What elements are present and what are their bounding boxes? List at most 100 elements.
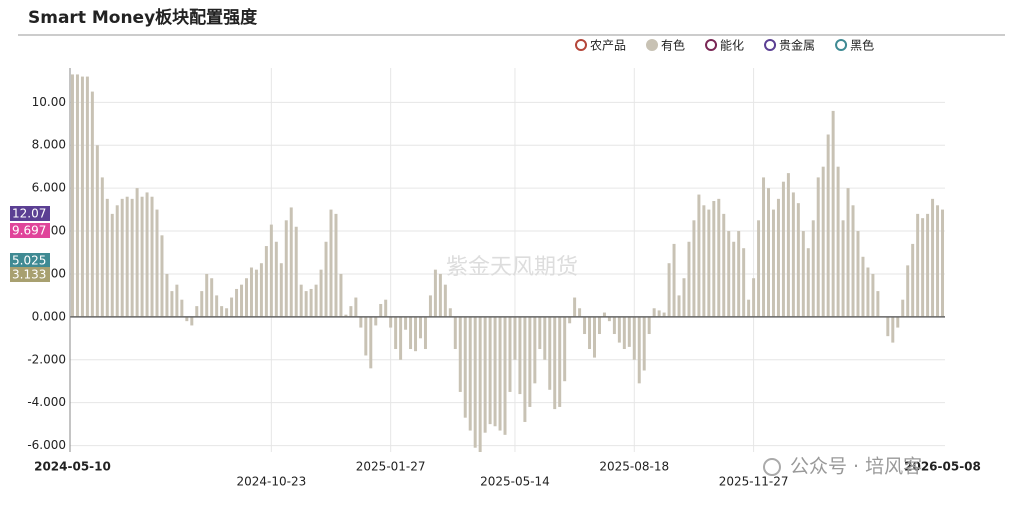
bar [259,263,263,317]
bar [647,316,651,335]
bar [314,284,318,317]
bar [115,205,119,317]
bar [75,74,79,317]
bar [438,273,442,317]
bar [538,316,542,350]
bar [264,246,268,317]
bar [811,220,815,317]
bar [637,316,641,384]
bar [533,316,537,384]
value-flag [10,253,50,268]
bar [757,220,761,317]
bar [309,288,313,317]
bar [568,316,572,324]
bar [483,316,487,433]
value-flag-label: 9.697 [12,224,46,238]
y-tick-label: 8.000 [32,138,66,152]
bar [404,316,408,330]
y-tick-label: -4.000 [27,395,66,409]
bar [200,291,204,317]
bar [249,267,253,317]
bar [667,263,671,317]
bar [553,316,557,410]
bar [901,299,905,317]
x-tick-label: 2024-10-23 [236,475,306,489]
bar [627,316,631,347]
bar [254,269,258,317]
bar [443,284,447,317]
value-flag [10,206,50,221]
bar [642,316,646,371]
y-tick-label: 0.000 [32,309,66,323]
bar [896,316,900,328]
value-flag-label: 3.133 [12,268,46,282]
legend-marker [575,39,587,51]
bar [339,273,343,317]
bar [657,310,661,317]
bar [747,299,751,317]
bar [389,316,393,328]
bar [776,198,780,317]
bar [508,316,512,392]
bar [518,316,522,395]
bar [245,278,248,317]
bar [230,297,234,317]
bar [697,194,701,317]
bar [414,316,418,352]
bar [931,198,935,317]
bar [215,295,219,317]
bar [419,316,422,339]
bar [717,198,721,317]
bar [851,205,855,317]
bar [70,74,74,317]
value-flag-label: 5.025 [12,254,46,268]
bar [274,241,278,317]
bar [324,241,328,317]
bar [876,291,880,317]
bar [597,316,601,335]
bar [936,205,940,317]
bar [493,316,497,427]
bar [737,231,741,317]
bar [806,248,810,317]
bar [856,231,860,317]
bar [344,314,348,317]
bar [110,213,114,317]
x-tick-label: 2024-05-10 [34,460,111,474]
legend-marker [705,39,718,51]
bar [379,303,383,317]
bar [448,308,452,317]
bar [622,316,626,350]
bar [170,291,174,317]
bar [911,243,915,317]
bar [672,243,676,317]
bar [165,273,169,317]
bar [145,192,149,317]
legend-marker [764,39,777,51]
bar [796,203,800,317]
bar [826,134,830,317]
bar [120,198,124,317]
bar [135,188,139,317]
bar [528,316,532,407]
bar [548,316,552,390]
value-flag-label: 12.07 [12,207,46,221]
bar [180,299,184,317]
bar [80,76,84,317]
bar [284,220,288,317]
bar [687,241,691,317]
footer-watermark: 公众号 · 培风客 [790,456,922,478]
wechat-icon [763,458,781,476]
value-flag [10,267,50,282]
bar [185,316,189,322]
bar [160,235,164,317]
bar [95,145,99,317]
bar [155,209,159,317]
bar [588,316,592,350]
bar [702,205,706,317]
bar [399,316,403,360]
bar [563,316,567,382]
bar [85,76,89,317]
